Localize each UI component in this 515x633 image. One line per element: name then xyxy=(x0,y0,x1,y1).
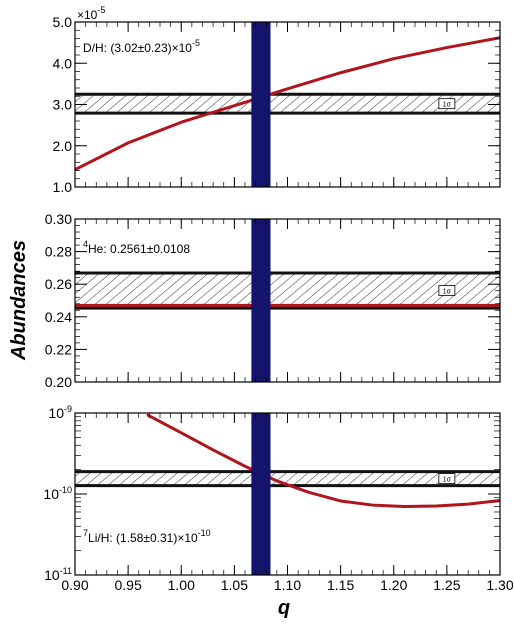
y-tick-label: 0.30 xyxy=(45,211,72,227)
abundance-annotation: D/H: (3.02±0.23)×10-5 xyxy=(83,38,200,55)
sigma-band-hatch xyxy=(75,94,500,114)
y-tick-label: 4.0 xyxy=(53,55,73,71)
model-point xyxy=(244,465,246,468)
sigma-label-box xyxy=(438,473,456,484)
model-point xyxy=(212,449,214,451)
panel-middle: 1σ 0.20 0.22 0.24 0.26 0.28 0.30 4He: 0.2561±0.… xyxy=(45,211,501,390)
y-tick-label: 10-11 xyxy=(44,566,72,583)
y-tick-label: 0.20 xyxy=(45,374,72,390)
model-point xyxy=(307,491,310,494)
text-run: 10 xyxy=(44,567,60,583)
y-tick-label: 0.28 xyxy=(45,244,72,260)
model-point xyxy=(180,121,183,124)
y-tick-label: 10-9 xyxy=(48,404,72,421)
sigma-label: 1σ xyxy=(443,477,452,484)
x-tick-label: 1.25 xyxy=(433,577,460,593)
text-run: D/H: (3.02±0.23)×10 xyxy=(83,41,192,55)
abundance-annotation: 4He: 0.2561±0.0108 xyxy=(83,239,190,256)
text-run: 10 xyxy=(43,486,59,502)
panel-data: 1σ xyxy=(75,22,500,187)
model-point xyxy=(403,505,406,508)
q-constraint-band xyxy=(251,413,271,575)
sigma-label: 1σ xyxy=(443,289,452,296)
y-tick-label: 5.0 xyxy=(53,14,73,30)
panel-top: 1σ1.02.03.04.05.0D/H: (3.02±0.23)×10-5×1… xyxy=(53,5,501,195)
y-tick-label: 10-10 xyxy=(43,485,72,502)
superscript: 7 xyxy=(83,528,88,538)
model-point xyxy=(276,480,278,482)
sigma-label: 1σ xyxy=(443,102,452,109)
model-curve xyxy=(146,413,500,509)
y-tick-label: 2.0 xyxy=(53,138,73,154)
model-point xyxy=(127,142,129,144)
model-point xyxy=(446,46,448,49)
x-tick-label: 1.15 xyxy=(327,577,354,593)
y-tick-label: 0.26 xyxy=(45,276,72,292)
superscript: -5 xyxy=(97,5,105,15)
superscript: -11 xyxy=(60,566,72,576)
superscript: 4 xyxy=(83,239,88,249)
q-constraint-band xyxy=(251,219,271,382)
sigma-label-box xyxy=(438,285,456,296)
y-tick-label: 1.0 xyxy=(53,179,73,195)
text-run: Li/H: (1.58±0.31)×10 xyxy=(88,531,198,545)
sigma-band-hatch xyxy=(75,471,500,486)
panel-data: 1σ xyxy=(75,219,500,382)
y-axis-title: Abundances xyxy=(8,240,30,361)
model-point xyxy=(392,57,395,60)
y-tick-label: 0.22 xyxy=(45,341,72,357)
model-point xyxy=(233,104,236,107)
y-tick-label: 0.24 xyxy=(45,309,72,325)
model-point xyxy=(467,503,469,505)
model-point xyxy=(339,500,342,502)
sigma-label-box xyxy=(438,98,456,110)
model-point xyxy=(286,88,289,90)
text-run: ×10 xyxy=(77,8,98,22)
superscript: -10 xyxy=(59,485,72,495)
y-tick-label: 3.0 xyxy=(53,97,73,113)
sigma-band-hatch xyxy=(75,272,500,309)
superscript: -5 xyxy=(192,38,200,48)
text-run: 10 xyxy=(48,405,64,421)
abundance-annotation: 7Li/H: (1.58±0.31)×10-10 xyxy=(83,528,211,545)
x-tick-label: 1.00 xyxy=(168,577,195,593)
panel-data: 1σ xyxy=(75,413,500,575)
x-tick-label: 1.10 xyxy=(274,577,301,593)
superscript: -10 xyxy=(198,528,211,538)
q-constraint-band xyxy=(251,22,271,187)
model-point xyxy=(180,431,183,434)
panel-frame xyxy=(74,412,501,576)
x-tick-label: 1.30 xyxy=(486,577,513,593)
model-point xyxy=(371,504,374,506)
x-tick-label: 0.90 xyxy=(61,577,88,593)
x-axis-title: q xyxy=(278,597,290,619)
model-point xyxy=(146,414,149,416)
x-tick-label: 1.20 xyxy=(380,577,407,593)
x-tick-label: 0.95 xyxy=(115,577,142,593)
x-tick-label: 1.05 xyxy=(221,577,248,593)
superscript: -9 xyxy=(64,404,72,414)
model-point xyxy=(435,505,438,507)
y-scale-factor: ×10-5 xyxy=(77,5,105,22)
panels-layer: 1σ1.02.03.04.05.0D/H: (3.02±0.23)×10-5×1… xyxy=(43,5,513,593)
text-run: He: 0.2561±0.0108 xyxy=(88,242,190,256)
model-point xyxy=(339,71,342,74)
